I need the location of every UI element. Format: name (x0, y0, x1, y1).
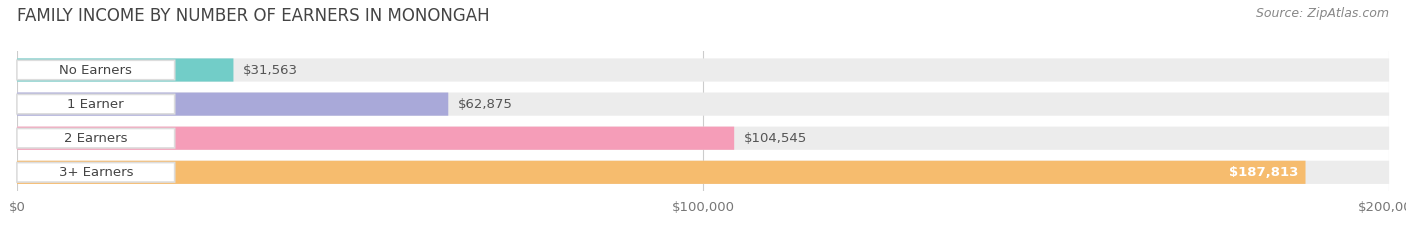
FancyBboxPatch shape (17, 127, 734, 150)
FancyBboxPatch shape (17, 163, 174, 182)
FancyBboxPatch shape (17, 161, 1389, 184)
Text: $187,813: $187,813 (1229, 166, 1299, 179)
Text: 3+ Earners: 3+ Earners (59, 166, 134, 179)
FancyBboxPatch shape (17, 58, 233, 82)
Text: $31,563: $31,563 (243, 64, 298, 76)
FancyBboxPatch shape (17, 161, 1306, 184)
FancyBboxPatch shape (17, 93, 1389, 116)
Text: FAMILY INCOME BY NUMBER OF EARNERS IN MONONGAH: FAMILY INCOME BY NUMBER OF EARNERS IN MO… (17, 7, 489, 25)
Text: $62,875: $62,875 (458, 98, 513, 111)
Text: 2 Earners: 2 Earners (65, 132, 128, 145)
Text: No Earners: No Earners (59, 64, 132, 76)
FancyBboxPatch shape (17, 93, 449, 116)
Text: 1 Earner: 1 Earner (67, 98, 124, 111)
FancyBboxPatch shape (17, 94, 174, 114)
Text: Source: ZipAtlas.com: Source: ZipAtlas.com (1256, 7, 1389, 20)
FancyBboxPatch shape (17, 127, 1389, 150)
FancyBboxPatch shape (17, 128, 174, 148)
Text: $104,545: $104,545 (744, 132, 807, 145)
FancyBboxPatch shape (17, 58, 1389, 82)
FancyBboxPatch shape (17, 60, 174, 80)
